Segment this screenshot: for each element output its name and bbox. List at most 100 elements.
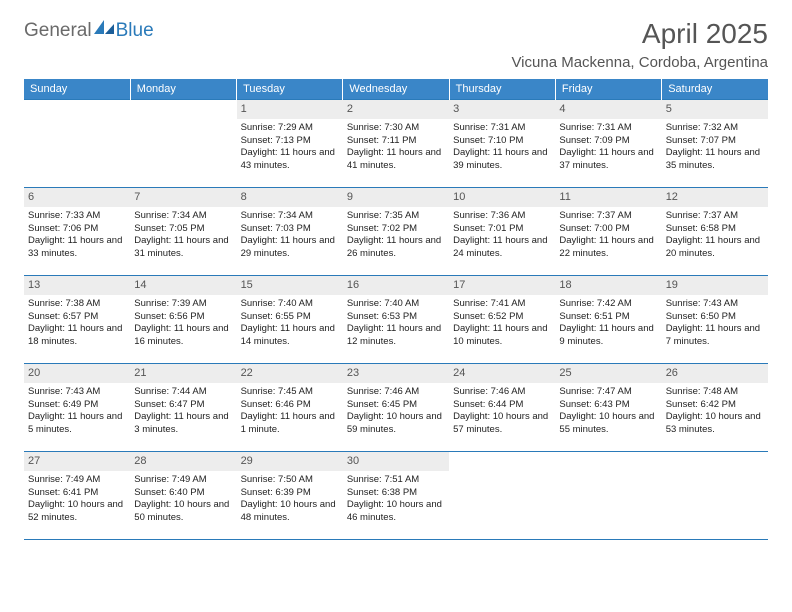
daylight-line: Daylight: 11 hours and 37 minutes. — [559, 147, 657, 173]
sunset-line: Sunset: 7:06 PM — [28, 223, 126, 236]
day-number: 17 — [449, 276, 555, 295]
calendar-week-row: 20Sunrise: 7:43 AMSunset: 6:49 PMDayligh… — [24, 364, 768, 452]
sunset-line: Sunset: 6:43 PM — [559, 399, 657, 412]
day-number: 30 — [343, 452, 449, 471]
calendar-week-row: 6Sunrise: 7:33 AMSunset: 7:06 PMDaylight… — [24, 188, 768, 276]
daylight-line: Daylight: 11 hours and 22 minutes. — [559, 235, 657, 261]
calendar-day-cell: 25 Sunrise: 7:47 AMSunset: 6:43 PMDayligh… — [555, 364, 661, 452]
calendar-day-cell: 23Sunrise: 7:46 AMSunset: 6:45 PMDayligh… — [343, 364, 449, 452]
daylight-line: Daylight: 10 hours and 53 minutes. — [666, 411, 764, 437]
calendar-day-cell — [449, 452, 555, 540]
day-number: 24 — [449, 364, 555, 383]
sunset-line: Sunset: 6:58 PM — [666, 223, 764, 236]
calendar-day-cell: 24Sunrise: 7:46 AMSunset: 6:44 PMDayligh… — [449, 364, 555, 452]
daylight-line: Daylight: 10 hours and 55 minutes. — [559, 411, 657, 437]
calendar-day-cell — [130, 100, 236, 188]
sunset-line: Sunset: 7:09 PM — [559, 135, 657, 148]
calendar-day-cell: 18 Sunrise: 7:42 AMSunset: 6:51 PMDayligh… — [555, 276, 661, 364]
sunset-line: Sunset: 6:52 PM — [453, 311, 551, 324]
calendar-day-cell: 27Sunrise: 7:49 AMSunset: 6:41 PMDayligh… — [24, 452, 130, 540]
month-title: April 2025 — [511, 18, 768, 50]
day-header: Friday — [555, 79, 661, 100]
daylight-line: Daylight: 11 hours and 3 minutes. — [134, 411, 232, 437]
sunrise-line: Sunrise: 7:48 AM — [666, 386, 764, 399]
calendar-week-row: 1Sunrise: 7:29 AMSunset: 7:13 PMDaylight… — [24, 100, 768, 188]
calendar-day-cell: 6Sunrise: 7:33 AMSunset: 7:06 PMDaylight… — [24, 188, 130, 276]
calendar-day-cell: 1Sunrise: 7:29 AMSunset: 7:13 PMDaylight… — [237, 100, 343, 188]
sunset-line: Sunset: 7:07 PM — [666, 135, 764, 148]
sunrise-line: Sunrise: 7:41 AM — [453, 298, 551, 311]
day-number: 12 — [662, 188, 768, 207]
daylight-line: Daylight: 11 hours and 35 minutes. — [666, 147, 764, 173]
calendar-day-cell: 28Sunrise: 7:49 AMSunset: 6:40 PMDayligh… — [130, 452, 236, 540]
calendar-day-cell: 29Sunrise: 7:50 AMSunset: 6:39 PMDayligh… — [237, 452, 343, 540]
sunrise-line: Sunrise: 7:50 AM — [241, 474, 339, 487]
day-header: Wednesday — [343, 79, 449, 100]
day-number: 15 — [237, 276, 343, 295]
day-number: 9 — [343, 188, 449, 207]
sunset-line: Sunset: 6:45 PM — [347, 399, 445, 412]
day-number: 22 — [237, 364, 343, 383]
day-number: 14 — [130, 276, 236, 295]
daylight-line: Daylight: 11 hours and 9 minutes. — [559, 323, 657, 349]
sunset-line: Sunset: 6:41 PM — [28, 487, 126, 500]
bottom-rule — [24, 540, 768, 542]
day-number: 18 — [555, 276, 661, 295]
sunrise-line: Sunrise: 7:47 AM — [559, 386, 657, 399]
calendar-week-row: 27Sunrise: 7:49 AMSunset: 6:41 PMDayligh… — [24, 452, 768, 540]
sunrise-line: Sunrise: 7:37 AM — [666, 210, 764, 223]
daylight-line: Daylight: 11 hours and 5 minutes. — [28, 411, 126, 437]
sunset-line: Sunset: 7:01 PM — [453, 223, 551, 236]
daylight-line: Daylight: 11 hours and 33 minutes. — [28, 235, 126, 261]
sunrise-line: Sunrise: 7:49 AM — [134, 474, 232, 487]
day-number: 23 — [343, 364, 449, 383]
sunset-line: Sunset: 6:38 PM — [347, 487, 445, 500]
day-number: 7 — [130, 188, 236, 207]
sunset-line: Sunset: 7:13 PM — [241, 135, 339, 148]
sunset-line: Sunset: 6:56 PM — [134, 311, 232, 324]
sunrise-line: Sunrise: 7:38 AM — [28, 298, 126, 311]
logo-text-general: General — [24, 20, 92, 42]
sunset-line: Sunset: 6:50 PM — [666, 311, 764, 324]
daylight-line: Daylight: 10 hours and 50 minutes. — [134, 499, 232, 525]
day-header: Thursday — [449, 79, 555, 100]
sunrise-line: Sunrise: 7:40 AM — [241, 298, 339, 311]
sunset-line: Sunset: 6:51 PM — [559, 311, 657, 324]
sunrise-line: Sunrise: 7:44 AM — [134, 386, 232, 399]
calendar-day-cell: 26Sunrise: 7:48 AMSunset: 6:42 PMDayligh… — [662, 364, 768, 452]
sunrise-line: Sunrise: 7:43 AM — [666, 298, 764, 311]
sunrise-line: Sunrise: 7:42 AM — [559, 298, 657, 311]
day-number: 19 — [662, 276, 768, 295]
calendar-day-cell: 30 Sunrise: 7:51 AMSunset: 6:38 PMDayligh… — [343, 452, 449, 540]
sunset-line: Sunset: 6:44 PM — [453, 399, 551, 412]
daylight-line: Daylight: 11 hours and 43 minutes. — [241, 147, 339, 173]
sunset-line: Sunset: 7:03 PM — [241, 223, 339, 236]
day-header-row: SundayMondayTuesdayWednesdayThursdayFrid… — [24, 79, 768, 100]
sunrise-line: Sunrise: 7:34 AM — [241, 210, 339, 223]
sunrise-line: Sunrise: 7:49 AM — [28, 474, 126, 487]
sunrise-line: Sunrise: 7:39 AM — [134, 298, 232, 311]
day-number: 5 — [662, 100, 768, 119]
sunrise-line: Sunrise: 7:35 AM — [347, 210, 445, 223]
daylight-line: Daylight: 11 hours and 26 minutes. — [347, 235, 445, 261]
sunset-line: Sunset: 6:46 PM — [241, 399, 339, 412]
day-number: 27 — [24, 452, 130, 471]
day-number: 25 — [555, 364, 661, 383]
sunset-line: Sunset: 6:55 PM — [241, 311, 339, 324]
sunrise-line: Sunrise: 7:30 AM — [347, 122, 445, 135]
sunrise-line: Sunrise: 7:51 AM — [347, 474, 445, 487]
daylight-line: Daylight: 10 hours and 46 minutes. — [347, 499, 445, 525]
sunset-line: Sunset: 6:39 PM — [241, 487, 339, 500]
calendar-day-cell: 8Sunrise: 7:34 AMSunset: 7:03 PMDaylight… — [237, 188, 343, 276]
calendar-day-cell: 15Sunrise: 7:40 AMSunset: 6:55 PMDayligh… — [237, 276, 343, 364]
logo-text-blue: Blue — [116, 20, 154, 42]
sunrise-line: Sunrise: 7:33 AM — [28, 210, 126, 223]
calendar-day-cell: 2Sunrise: 7:30 AMSunset: 7:11 PMDaylight… — [343, 100, 449, 188]
day-header: Tuesday — [237, 79, 343, 100]
sunset-line: Sunset: 6:42 PM — [666, 399, 764, 412]
calendar-week-row: 13Sunrise: 7:38 AMSunset: 6:57 PMDayligh… — [24, 276, 768, 364]
day-header: Saturday — [662, 79, 768, 100]
day-header: Monday — [130, 79, 236, 100]
daylight-line: Daylight: 11 hours and 39 minutes. — [453, 147, 551, 173]
daylight-line: Daylight: 11 hours and 16 minutes. — [134, 323, 232, 349]
